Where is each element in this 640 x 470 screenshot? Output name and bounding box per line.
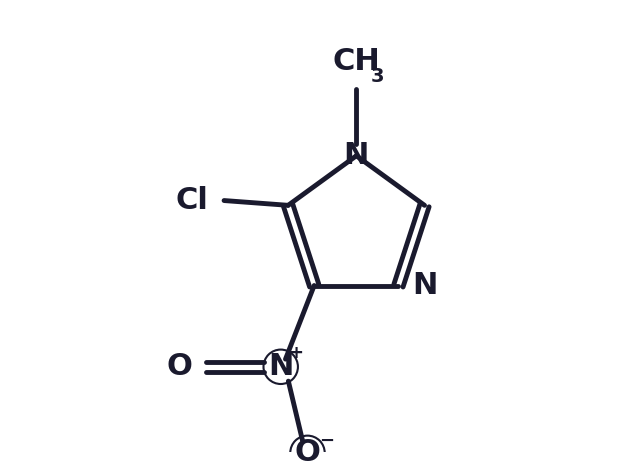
Text: O: O <box>294 439 321 467</box>
Text: N: N <box>344 141 369 170</box>
Text: 3: 3 <box>371 67 384 86</box>
Text: Cl: Cl <box>176 186 209 215</box>
Text: +: + <box>289 345 303 362</box>
Text: N: N <box>412 271 437 300</box>
Text: N: N <box>268 352 293 381</box>
Text: CH: CH <box>332 47 380 77</box>
Text: −: − <box>319 432 334 450</box>
Text: O: O <box>167 352 193 381</box>
